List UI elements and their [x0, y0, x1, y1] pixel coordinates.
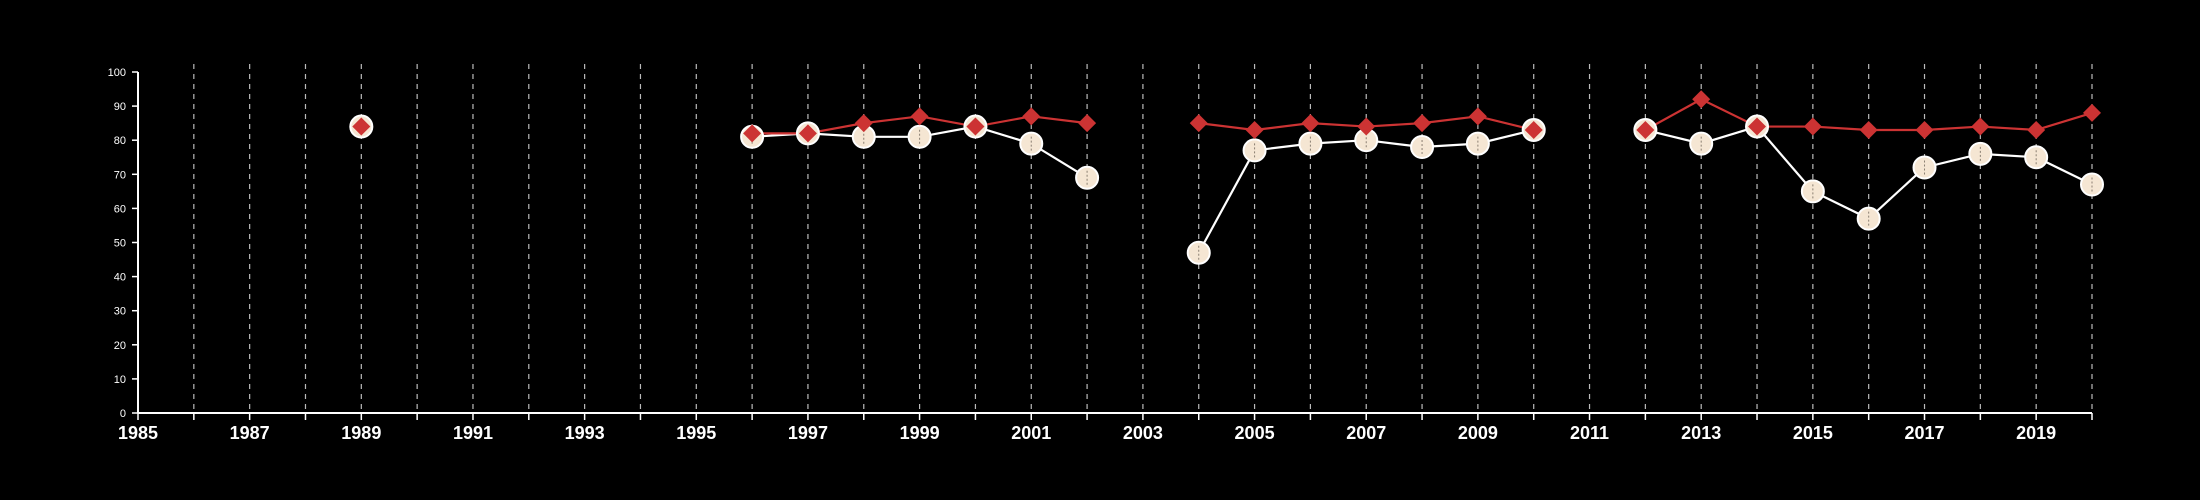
- diamond-point-2010: [1524, 120, 1543, 139]
- diamond-point-2014: [1748, 117, 1767, 136]
- diamond-point-1999: [910, 107, 929, 126]
- diamond-point-2009: [1468, 107, 1487, 126]
- x-tick-label: 1991: [453, 423, 493, 443]
- x-tick-label: 2005: [1235, 423, 1275, 443]
- y-tick-label: 40: [114, 272, 126, 284]
- diamond-point-2020: [2083, 103, 2101, 122]
- y-tick-label: 90: [114, 101, 126, 113]
- diamond-point-2007: [1357, 117, 1376, 136]
- x-tick-label: 1989: [341, 423, 381, 443]
- circle-point-2006: [1298, 131, 1323, 156]
- diamond-point-2019: [2027, 120, 2046, 139]
- diamond-point-1998: [854, 114, 873, 133]
- y-tick-label: 20: [114, 340, 126, 352]
- x-tick-label: 1999: [900, 423, 940, 443]
- y-tick-label: 100: [108, 67, 126, 79]
- circle-point-2020: [2080, 172, 2104, 197]
- x-tick-label: 2003: [1123, 423, 1163, 443]
- diamond-point-2002: [1078, 114, 1097, 133]
- y-tick-label: 30: [114, 306, 126, 318]
- diamond-point-2017: [1915, 120, 1934, 139]
- y-tick-label: 0: [120, 408, 126, 420]
- circle-point-2016: [1856, 206, 1881, 231]
- y-tick-label: 80: [114, 135, 126, 147]
- diamond-point-1997: [798, 124, 817, 143]
- diamond-point-2012: [1636, 120, 1655, 139]
- diamond-point-2001: [1022, 107, 1041, 126]
- diamond-point-2018: [1971, 117, 1990, 136]
- x-tick-label: 1985: [118, 423, 158, 443]
- diamond-point-1996: [743, 124, 762, 143]
- y-tick-label: 50: [114, 238, 126, 250]
- circle-point-2005: [1242, 138, 1267, 163]
- circle-point-2001: [1019, 131, 1044, 156]
- diamond-point-2015: [1803, 117, 1822, 136]
- x-tick-label: 1997: [788, 423, 828, 443]
- circle-point-2009: [1465, 131, 1490, 156]
- y-tick-label: 60: [114, 203, 126, 215]
- x-tick-label: 2015: [1793, 423, 1833, 443]
- x-tick-label: 2013: [1681, 423, 1721, 443]
- circle-point-2004: [1186, 240, 1211, 265]
- x-tick-label: 2007: [1346, 423, 1386, 443]
- circle-point-2019: [2024, 145, 2049, 170]
- x-tick-label: 2019: [2016, 423, 2056, 443]
- x-tick-label: 1995: [676, 423, 716, 443]
- x-tick-label: 2009: [1458, 423, 1498, 443]
- circle-point-1999: [907, 124, 932, 149]
- y-tick-label: 10: [114, 374, 126, 386]
- series-layer: [349, 90, 2104, 265]
- diamond-point-2005: [1245, 120, 1264, 139]
- circle-point-2015: [1800, 179, 1825, 204]
- circle-point-2017: [1912, 155, 1937, 180]
- x-tick-label: 2017: [1904, 423, 1944, 443]
- diamond-point-2004: [1189, 114, 1208, 133]
- circle-point-2008: [1410, 135, 1435, 160]
- circle-point-2013: [1689, 131, 1714, 156]
- y-tick-label: 70: [114, 169, 126, 181]
- diamond-point-2008: [1413, 114, 1432, 133]
- circle-point-2018: [1968, 141, 1993, 166]
- diamond-point-2013: [1692, 90, 1711, 109]
- axes: 0 10 20 30 40 50 60 70 80 90 100 1985 1987 1989 1991 19…: [108, 67, 2093, 443]
- circle-point-2002: [1075, 165, 1100, 190]
- x-tick-label: 1993: [565, 423, 605, 443]
- diamond-point-2016: [1859, 120, 1878, 139]
- diamond-point-2006: [1301, 114, 1320, 133]
- x-tick-label: 2001: [1011, 423, 1051, 443]
- x-tick-label: 2011: [1570, 423, 1609, 443]
- grid-lines: [193, 64, 2093, 413]
- diamond-point-1989: [352, 117, 371, 136]
- x-tick-label: 1987: [230, 423, 270, 443]
- diamond-point-2000: [966, 117, 985, 136]
